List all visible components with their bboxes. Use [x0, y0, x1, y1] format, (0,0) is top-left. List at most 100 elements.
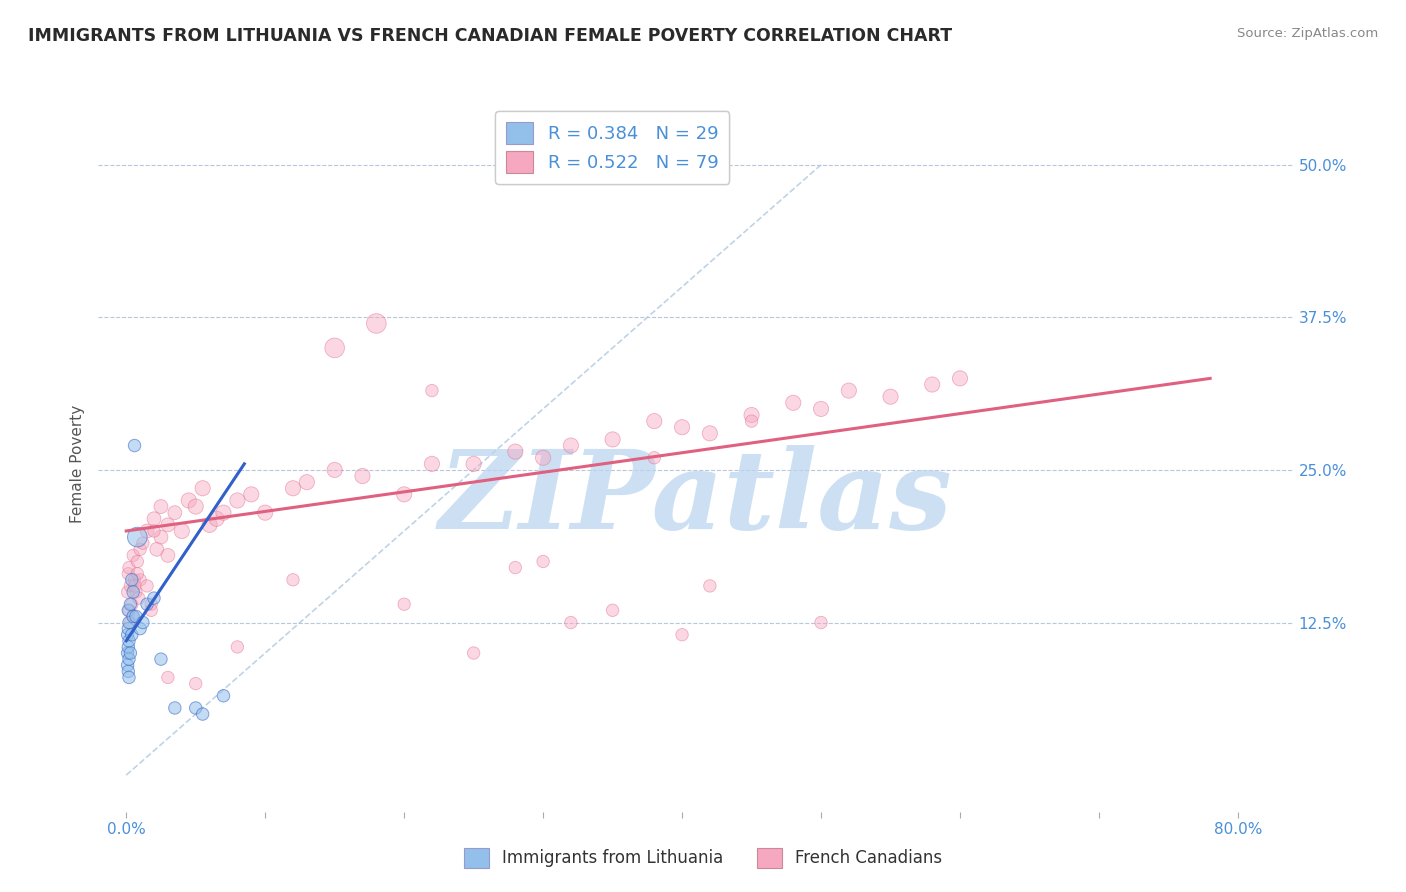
Point	[921, 377, 943, 392]
Point	[463, 646, 485, 660]
Point	[295, 475, 318, 490]
Point	[117, 566, 139, 581]
Point	[505, 444, 527, 458]
Point	[420, 457, 443, 471]
Point	[121, 573, 143, 587]
Point	[602, 433, 624, 447]
Point	[163, 506, 186, 520]
Point	[136, 524, 159, 538]
Point	[420, 384, 443, 398]
Point	[281, 573, 304, 587]
Point	[117, 622, 139, 636]
Point	[226, 493, 249, 508]
Point	[531, 450, 554, 465]
Point	[121, 597, 143, 611]
Legend: Immigrants from Lithuania, French Canadians: Immigrants from Lithuania, French Canadi…	[457, 841, 949, 875]
Point	[125, 585, 148, 599]
Point	[838, 384, 860, 398]
Point	[212, 689, 235, 703]
Point	[184, 701, 207, 715]
Point	[163, 701, 186, 715]
Point	[124, 579, 146, 593]
Point	[124, 438, 146, 452]
Point	[323, 341, 346, 355]
Point	[118, 603, 141, 617]
Point	[149, 500, 172, 514]
Point	[118, 652, 141, 666]
Point	[132, 615, 155, 630]
Point	[125, 609, 148, 624]
Point	[226, 640, 249, 654]
Point	[146, 542, 169, 557]
Point	[352, 469, 374, 483]
Point	[124, 573, 146, 587]
Point	[129, 542, 152, 557]
Point	[560, 438, 582, 452]
Point	[118, 560, 141, 574]
Text: IMMIGRANTS FROM LITHUANIA VS FRENCH CANADIAN FEMALE POVERTY CORRELATION CHART: IMMIGRANTS FROM LITHUANIA VS FRENCH CANA…	[28, 27, 952, 45]
Point	[143, 524, 166, 538]
Point	[392, 597, 415, 611]
Point	[643, 450, 665, 465]
Point	[117, 646, 139, 660]
Point	[143, 512, 166, 526]
Point	[810, 401, 832, 416]
Text: Source: ZipAtlas.com: Source: ZipAtlas.com	[1237, 27, 1378, 40]
Point	[121, 628, 143, 642]
Point	[143, 591, 166, 606]
Point	[531, 554, 554, 568]
Point	[671, 628, 693, 642]
Point	[782, 396, 804, 410]
Point	[120, 597, 142, 611]
Legend: R = 0.384   N = 29, R = 0.522   N = 79: R = 0.384 N = 29, R = 0.522 N = 79	[495, 112, 730, 184]
Point	[127, 566, 149, 581]
Point	[120, 579, 142, 593]
Point	[741, 414, 763, 428]
Point	[699, 426, 721, 441]
Point	[177, 493, 200, 508]
Point	[118, 670, 141, 684]
Point	[741, 408, 763, 422]
Point	[136, 597, 159, 611]
Point	[136, 579, 159, 593]
Point	[602, 603, 624, 617]
Point	[156, 549, 179, 563]
Point	[117, 585, 139, 599]
Point	[129, 622, 152, 636]
Point	[117, 640, 139, 654]
Y-axis label: Female Poverty: Female Poverty	[70, 405, 86, 523]
Point	[122, 585, 145, 599]
Point	[505, 560, 527, 574]
Point	[170, 524, 193, 538]
Point	[141, 603, 163, 617]
Point	[699, 579, 721, 593]
Point	[463, 457, 485, 471]
Point	[127, 554, 149, 568]
Point	[122, 609, 145, 624]
Point	[184, 676, 207, 690]
Point	[240, 487, 263, 501]
Point	[156, 670, 179, 684]
Point	[212, 506, 235, 520]
Point	[120, 646, 142, 660]
Point	[118, 633, 141, 648]
Point	[281, 481, 304, 495]
Point	[254, 506, 277, 520]
Point	[117, 628, 139, 642]
Point	[198, 517, 221, 532]
Point	[560, 615, 582, 630]
Point	[156, 517, 179, 532]
Point	[141, 597, 163, 611]
Text: ZIPatlas: ZIPatlas	[439, 445, 953, 552]
Point	[128, 591, 150, 606]
Point	[132, 536, 155, 550]
Point	[117, 658, 139, 673]
Point	[117, 665, 139, 679]
Point	[392, 487, 415, 501]
Point	[643, 414, 665, 428]
Point	[127, 530, 149, 544]
Point	[205, 512, 228, 526]
Point	[122, 609, 145, 624]
Point	[118, 615, 141, 630]
Point	[184, 500, 207, 514]
